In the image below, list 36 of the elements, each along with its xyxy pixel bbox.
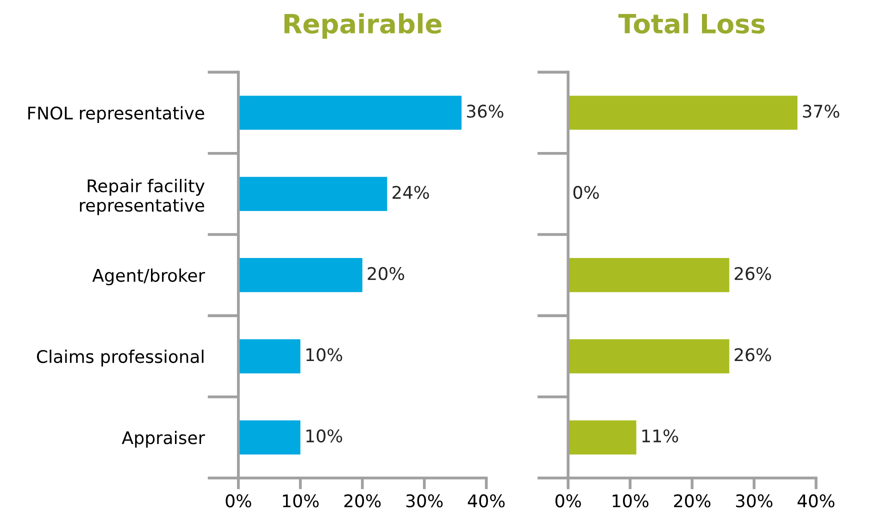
data-label: 20% [368,267,404,280]
x-tick-label: 40% [798,494,834,508]
bar [238,176,388,211]
bar [238,96,462,130]
data-label: 26% [734,348,772,362]
x-tick-label: 10% [612,494,648,508]
data-label: 11% [642,429,678,442]
data-label: 0% [573,186,599,199]
y-tick-label: Agent/broker [92,268,206,286]
data-label: 26% [734,267,772,280]
x-tick-label: 40% [468,494,505,508]
data-label: 37% [802,104,840,118]
data-label: 36% [467,104,504,118]
y-tick-label: FNOL representative [28,106,204,123]
bar [568,420,636,454]
data-label: 10% [306,348,342,362]
x-tick-label: 30% [736,494,772,508]
x-tick-label: 30% [406,494,443,508]
chart-title: Repairable [284,13,442,39]
y-tick-label: Claims professional [36,350,204,366]
x-tick-label: 20% [674,494,710,508]
x-tick-label: 0% [555,494,581,508]
y-tick-label: Appraiser [122,430,206,448]
bar [568,258,730,292]
x-tick-label: 10% [282,494,319,508]
bar [568,339,730,374]
bar [238,339,300,374]
x-tick-label: 20% [344,494,381,508]
data-label: 10% [306,429,342,442]
data-label: 24% [392,186,429,199]
bar [238,420,300,454]
bar [568,96,798,130]
y-tick-label: Repair facility representative [80,178,205,216]
chart-title: Total Loss [618,13,765,34]
bar [238,258,362,292]
x-tick-label: 0% [226,494,252,508]
